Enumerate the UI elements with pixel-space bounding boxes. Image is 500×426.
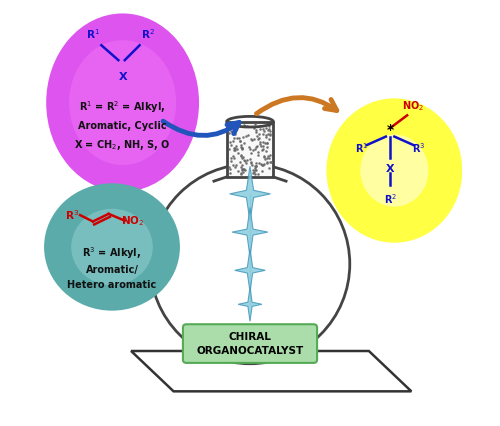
- FancyBboxPatch shape: [226, 122, 274, 177]
- Text: X: X: [118, 72, 127, 82]
- Text: R$^1$ = R$^2$ = Alkyl,: R$^1$ = R$^2$ = Alkyl,: [80, 99, 166, 115]
- Circle shape: [150, 164, 350, 364]
- Ellipse shape: [69, 40, 176, 165]
- Text: CHIRAL
ORGANOCATALYST: CHIRAL ORGANOCATALYST: [196, 331, 304, 356]
- Polygon shape: [131, 351, 412, 391]
- Text: Hetero aromatic: Hetero aromatic: [68, 280, 156, 290]
- Text: R$^2$: R$^2$: [141, 27, 155, 41]
- Text: *: *: [386, 123, 394, 137]
- Text: R$^3$: R$^3$: [412, 141, 426, 155]
- Text: X = CH$_2$, NH, S, O: X = CH$_2$, NH, S, O: [74, 138, 171, 152]
- Polygon shape: [234, 249, 266, 291]
- FancyBboxPatch shape: [183, 324, 317, 363]
- Text: R$^1$: R$^1$: [354, 141, 368, 155]
- Text: Aromatic/: Aromatic/: [86, 265, 138, 275]
- Text: R$^3$: R$^3$: [64, 208, 78, 222]
- Polygon shape: [230, 166, 270, 222]
- Text: R$^2$: R$^2$: [384, 192, 396, 206]
- Ellipse shape: [71, 209, 153, 285]
- Ellipse shape: [46, 14, 199, 192]
- Ellipse shape: [360, 135, 428, 207]
- Ellipse shape: [326, 98, 462, 243]
- Text: NO$_2$: NO$_2$: [402, 99, 424, 113]
- Text: R$^3$ = Alkyl,: R$^3$ = Alkyl,: [82, 245, 142, 261]
- Polygon shape: [238, 287, 262, 321]
- Text: NO$_2$: NO$_2$: [120, 215, 144, 228]
- Text: R$^1$: R$^1$: [86, 27, 100, 41]
- Text: X: X: [386, 164, 394, 174]
- Text: Aromatic, Cyclic: Aromatic, Cyclic: [78, 121, 167, 131]
- Ellipse shape: [44, 183, 180, 311]
- Polygon shape: [232, 207, 268, 257]
